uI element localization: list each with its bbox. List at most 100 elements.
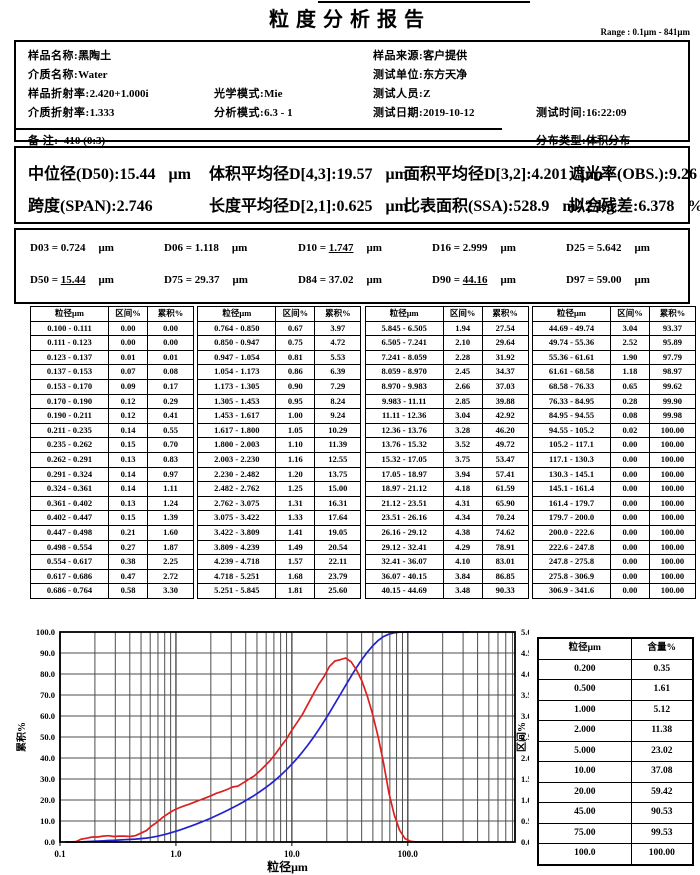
dvalue-field: D10 = 1.747 μm bbox=[298, 242, 382, 254]
tester-field: 测试人员:Z bbox=[373, 88, 431, 100]
table-row: 0.137 - 0.153 0.07 0.08 bbox=[30, 364, 194, 380]
dvalue-box: D03 = 0.724 μm D06 = 1.118 μm D10 = 1.747 μm D… bbox=[14, 228, 690, 304]
particle-size-chart: 0.0 10.0 20.0 30.0 40.0 50.0 60.0 70.0 80.0 90.0 1… bbox=[14, 625, 532, 875]
table-row: 18.97 - 21.12 4.18 61.59 bbox=[364, 481, 529, 497]
table-row: 117.1 - 130.3 0.00 100.00 bbox=[531, 451, 696, 468]
remark-field: 备 注: 410 (0:3) bbox=[28, 135, 106, 147]
table-row: 0.402 - 0.447 0.15 1.39 bbox=[30, 510, 194, 526]
table-row: 20.00 59.42 bbox=[537, 781, 694, 803]
table-row: 0.291 - 0.324 0.14 0.97 bbox=[30, 466, 194, 483]
table-row: 0.211 - 0.235 0.14 0.55 bbox=[30, 422, 194, 439]
analysis-mode-field: 分析模式:6.3 - 1 bbox=[214, 107, 293, 119]
distribution-table-group: 粒径μm 区间% 累积% 0.100 - 0.111 0.00 0.00 0.111 - 0… bbox=[30, 306, 194, 599]
table-row: 0.686 - 0.764 0.58 3.30 bbox=[30, 583, 194, 599]
table-row: 0.361 - 0.402 0.13 1.24 bbox=[30, 495, 194, 512]
svg-text:区间%: 区间% bbox=[515, 722, 528, 752]
table-row: 1.173 - 1.305 0.90 7.29 bbox=[197, 378, 362, 395]
table-row: 17.05 - 18.97 3.94 57.41 bbox=[364, 466, 529, 483]
svg-text:0.1: 0.1 bbox=[54, 849, 66, 859]
table-row: 2.482 - 2.762 1.25 15.00 bbox=[197, 481, 362, 497]
table-row: 4.718 - 5.251 1.68 23.79 bbox=[197, 568, 362, 585]
table-row: 45.00 90.53 bbox=[537, 802, 694, 824]
info-row: 介质折射率:1.333 分析模式:6.3 - 1 测试日期:2019-10-12… bbox=[16, 104, 688, 123]
table-header-row: 粒径μm 区间% 累积% bbox=[197, 306, 362, 322]
table-row: 11.11 - 12.36 3.04 42.92 bbox=[364, 408, 529, 424]
distribution-table-group: 粒径μm 区间% 累积% 44.69 - 49.74 3.04 93.37 49.74 - … bbox=[531, 306, 696, 599]
table-row: 105.2 - 117.1 0.00 100.00 bbox=[531, 437, 696, 453]
sample-name-field: 样品名称:黑陶土 bbox=[28, 50, 112, 62]
table-row: 179.7 - 200.0 0.00 100.00 bbox=[531, 510, 696, 526]
table-row: 7.241 - 8.059 2.28 31.92 bbox=[364, 349, 529, 366]
table-row: 0.850 - 0.947 0.75 4.72 bbox=[197, 335, 362, 351]
table-row: 130.3 - 145.1 0.00 100.00 bbox=[531, 466, 696, 483]
svg-text:0.0: 0.0 bbox=[521, 837, 529, 847]
table-row: 222.6 - 247.8 0.00 100.00 bbox=[531, 539, 696, 556]
svg-text:100.0: 100.0 bbox=[36, 627, 55, 637]
dvalue-field: D16 = 2.999 μm bbox=[432, 242, 516, 254]
dvalue-field: D75 = 29.37 μm bbox=[164, 274, 248, 286]
table-row: 68.58 - 76.33 0.65 99.62 bbox=[531, 378, 696, 395]
table-row: 306.9 - 341.6 0.00 100.00 bbox=[531, 583, 696, 599]
info-row: 样品名称:黑陶土 样品来源:客户提供 bbox=[16, 47, 688, 66]
table-header-row: 粒径μm 区间% 累积% bbox=[30, 306, 194, 322]
table-row: 13.76 - 15.32 3.52 49.72 bbox=[364, 437, 529, 453]
test-time-field: 测试时间:16:22:09 bbox=[536, 107, 627, 119]
svg-text:0.5: 0.5 bbox=[521, 816, 529, 826]
table-row: 32.41 - 36.07 4.10 83.01 bbox=[364, 554, 529, 570]
svg-text:累积%: 累积% bbox=[15, 722, 28, 752]
dvalue-field: D06 = 1.118 μm bbox=[164, 242, 248, 254]
svg-text:90.0: 90.0 bbox=[40, 648, 55, 658]
table-row: 100.0 100.00 bbox=[537, 843, 694, 865]
table-row: 0.447 - 0.498 0.21 1.60 bbox=[30, 524, 194, 541]
table-header-row: 粒径μm 区间% 累积% bbox=[531, 306, 696, 322]
svg-text:0.0: 0.0 bbox=[44, 837, 55, 847]
info-row: 备 注: 410 (0:3) 分布类型:体积分布 bbox=[16, 116, 688, 147]
table-row: 0.200 0.35 bbox=[537, 658, 694, 680]
svg-text:3.5: 3.5 bbox=[521, 690, 529, 700]
table-row: 94.55 - 105.2 0.02 100.00 bbox=[531, 422, 696, 439]
table-row: 2.762 - 3.075 1.31 16.31 bbox=[197, 495, 362, 512]
info-box: 样品名称:黑陶土 样品来源:客户提供 介质名称:Water 测试单位:东方天净 … bbox=[14, 40, 690, 147]
svg-text:10.0: 10.0 bbox=[40, 816, 55, 826]
table-row: 1.800 - 2.003 1.10 11.39 bbox=[197, 437, 362, 453]
table-row: 75.00 99.53 bbox=[537, 822, 694, 844]
info-row: 介质名称:Water 测试单位:东方天净 bbox=[16, 66, 688, 85]
table-row: 8.970 - 9.983 2.66 37.03 bbox=[364, 378, 529, 395]
svg-text:100.0: 100.0 bbox=[398, 849, 419, 859]
table-row: 1.054 - 1.173 0.86 6.39 bbox=[197, 364, 362, 380]
table-row: 15.32 - 17.05 3.75 53.47 bbox=[364, 451, 529, 468]
page-title: 粒度分析报告 bbox=[269, 9, 431, 31]
table-row: 8.059 - 8.970 2.45 34.37 bbox=[364, 364, 529, 380]
table-row: 61.61 - 68.58 1.18 98.97 bbox=[531, 364, 696, 380]
medium-name-field: 介质名称:Water bbox=[28, 69, 108, 81]
table-row: 5.000 23.02 bbox=[537, 740, 694, 762]
svg-text:4.0: 4.0 bbox=[521, 669, 529, 679]
svg-text:10.0: 10.0 bbox=[284, 849, 300, 859]
table-row: 12.36 - 13.76 3.28 46.20 bbox=[364, 422, 529, 439]
table-row: 161.4 - 179.7 0.00 100.00 bbox=[531, 495, 696, 512]
distribution-table-group: 粒径μm 区间% 累积% 0.764 - 0.850 0.67 3.97 0.850 - 0… bbox=[197, 306, 362, 599]
table-row: 0.235 - 0.262 0.15 0.70 bbox=[30, 437, 194, 453]
summary-field: 体积平均径D[4,3]:19.57 μm bbox=[209, 166, 408, 183]
table-row: 3.809 - 4.239 1.49 20.54 bbox=[197, 539, 362, 556]
info-divider bbox=[16, 128, 502, 130]
svg-text:70.0: 70.0 bbox=[40, 690, 55, 700]
svg-text:3.0: 3.0 bbox=[521, 711, 529, 721]
table-row: 5.251 - 5.845 1.81 25.60 bbox=[197, 583, 362, 599]
table-row: 0.100 - 0.111 0.00 0.00 bbox=[30, 320, 194, 337]
svg-text:80.0: 80.0 bbox=[40, 669, 55, 679]
table-row: 2.230 - 2.482 1.20 13.75 bbox=[197, 466, 362, 483]
table-row: 84.95 - 94.55 0.08 99.98 bbox=[531, 408, 696, 424]
table-row: 0.498 - 0.554 0.27 1.87 bbox=[30, 539, 194, 556]
table-row: 49.74 - 55.36 2.52 95.89 bbox=[531, 335, 696, 351]
optical-mode-field: 光学模式:Mie bbox=[214, 88, 283, 100]
table-row: 247.8 - 275.8 0.00 100.00 bbox=[531, 554, 696, 570]
table-row: 1.453 - 1.617 1.00 9.24 bbox=[197, 408, 362, 424]
table-row: 36.07 - 40.15 3.84 86.85 bbox=[364, 568, 529, 585]
table-row: 0.764 - 0.850 0.67 3.97 bbox=[197, 320, 362, 337]
svg-text:1.0: 1.0 bbox=[170, 849, 182, 859]
table-row: 275.8 - 306.9 0.00 100.00 bbox=[531, 568, 696, 585]
table-row: 26.16 - 29.12 4.38 74.62 bbox=[364, 524, 529, 541]
svg-text:2.0: 2.0 bbox=[521, 753, 529, 763]
